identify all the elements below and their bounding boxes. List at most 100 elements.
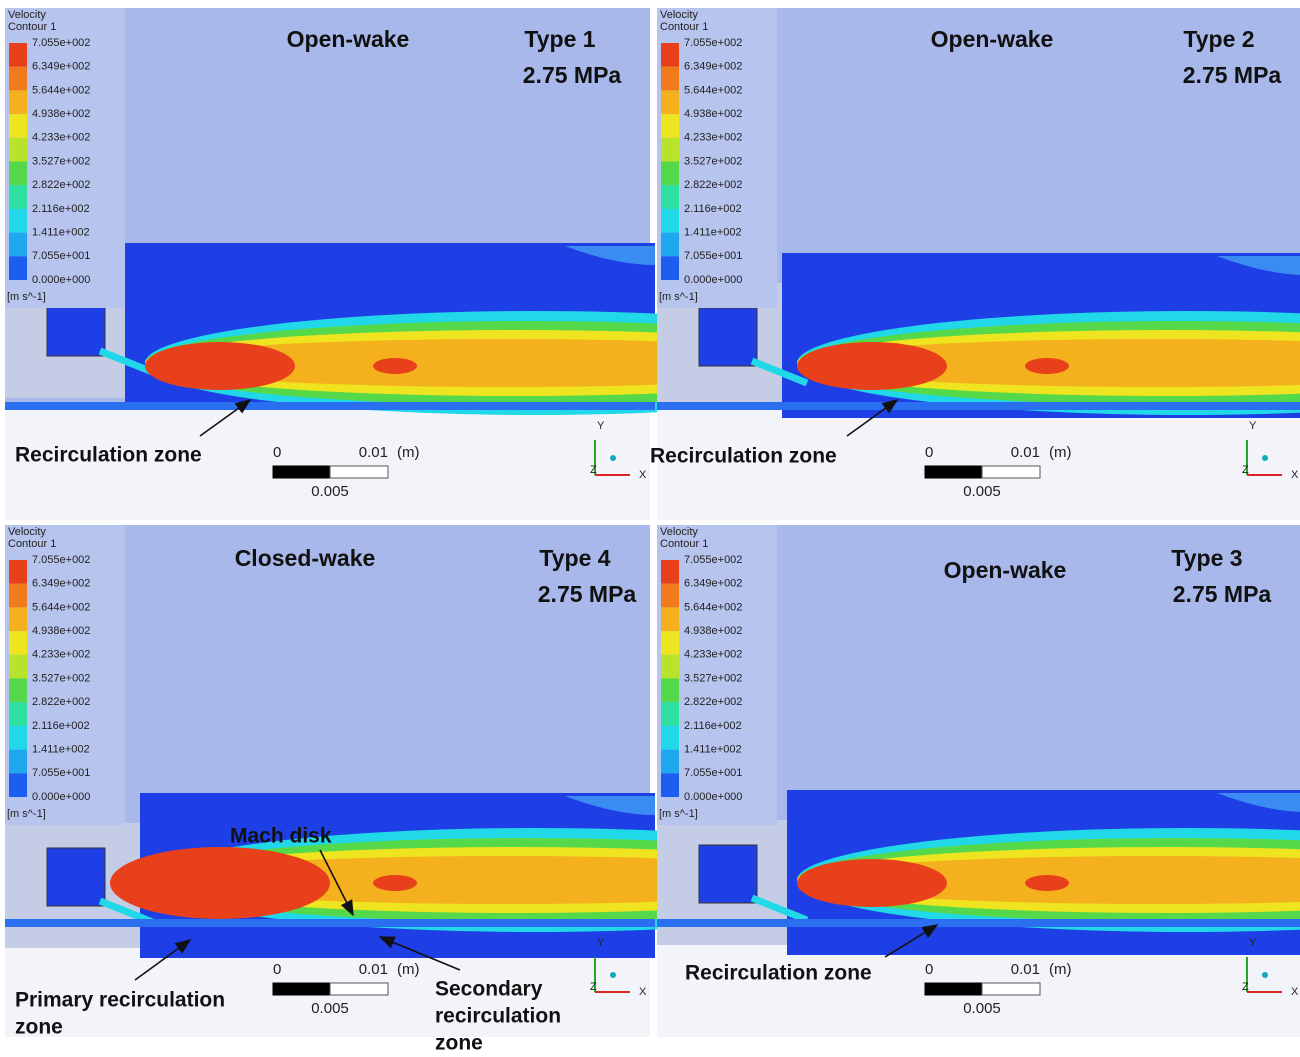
legend-swatch bbox=[9, 726, 27, 750]
legend-swatch bbox=[661, 679, 679, 703]
legend-level: 3.527e+002 bbox=[684, 672, 742, 684]
wake-label: Open-wake bbox=[944, 557, 1067, 583]
legend-swatch bbox=[9, 209, 27, 233]
figure: VelocityContour 17.055e+0026.349e+0025.6… bbox=[0, 0, 1300, 1057]
contour-core bbox=[145, 342, 295, 390]
scale-start: 0 bbox=[273, 444, 281, 461]
legend-swatch bbox=[9, 750, 27, 774]
legend-level: 7.055e+001 bbox=[684, 250, 742, 262]
legend-swatch bbox=[661, 773, 679, 797]
contour-core bbox=[797, 342, 947, 390]
axis-y-label: Y bbox=[597, 937, 605, 949]
legend-swatch bbox=[9, 679, 27, 703]
type-label: Type 1 bbox=[524, 26, 595, 52]
legend-level: 2.116e+002 bbox=[684, 203, 742, 215]
bottom-wall bbox=[5, 919, 655, 927]
contour-core bbox=[373, 358, 417, 374]
legend-swatch bbox=[661, 114, 679, 138]
axis-x-label: X bbox=[1291, 986, 1299, 998]
legend-subtitle: Contour 1 bbox=[660, 21, 708, 33]
legend-swatch bbox=[9, 138, 27, 162]
legend-level: 1.411e+002 bbox=[32, 227, 90, 239]
legend-level: 7.055e+001 bbox=[32, 250, 90, 262]
legend-level: 3.527e+002 bbox=[684, 155, 742, 167]
legend-swatch bbox=[661, 560, 679, 584]
type-label: Type 2 bbox=[1183, 26, 1254, 52]
axis-z-label: Z bbox=[1242, 981, 1249, 993]
legend-title: Velocity bbox=[8, 526, 46, 538]
legend-swatch bbox=[9, 702, 27, 726]
legend-level: 7.055e+001 bbox=[32, 767, 90, 779]
scale-unit: (m) bbox=[1049, 961, 1072, 978]
legend-level: 6.349e+002 bbox=[684, 61, 742, 73]
axis-y-label: Y bbox=[1249, 937, 1257, 949]
legend-swatch bbox=[661, 67, 679, 91]
contour-core bbox=[797, 859, 947, 907]
legend-unit: [m s^-1] bbox=[659, 291, 698, 303]
scale-end: 0.01 bbox=[359, 961, 388, 978]
scale-end: 0.01 bbox=[1011, 961, 1040, 978]
axis-z-label: Z bbox=[590, 981, 597, 993]
legend-subtitle: Contour 1 bbox=[8, 538, 56, 550]
legend-unit: [m s^-1] bbox=[7, 808, 46, 820]
legend-swatch bbox=[661, 138, 679, 162]
scale-bar-dark bbox=[273, 466, 330, 478]
inlet-block bbox=[47, 848, 105, 906]
axis-z-label: Z bbox=[1242, 464, 1249, 476]
legend-swatch bbox=[661, 162, 679, 186]
legend-swatch bbox=[661, 607, 679, 631]
scale-end: 0.01 bbox=[1011, 444, 1040, 461]
legend-level: 2.116e+002 bbox=[32, 720, 90, 732]
legend-swatch bbox=[661, 631, 679, 655]
legend-level: 7.055e+002 bbox=[684, 37, 742, 49]
wake-label: Open-wake bbox=[931, 26, 1054, 52]
legend-level: 4.233e+002 bbox=[32, 649, 90, 661]
legend-level: 2.822e+002 bbox=[32, 179, 90, 191]
legend-title: Velocity bbox=[660, 526, 698, 538]
axis-z bbox=[1262, 972, 1268, 978]
legend-level: 5.644e+002 bbox=[684, 601, 742, 613]
legend-swatch bbox=[9, 773, 27, 797]
legend-swatch bbox=[661, 655, 679, 679]
annotation: Secondary bbox=[435, 978, 543, 1001]
legend-level: 3.527e+002 bbox=[32, 672, 90, 684]
legend-level: 6.349e+002 bbox=[32, 61, 90, 73]
legend-swatch bbox=[661, 233, 679, 257]
scale-bar-light bbox=[982, 466, 1040, 478]
legend-level: 2.822e+002 bbox=[32, 696, 90, 708]
axis-x-label: X bbox=[639, 469, 647, 481]
scale-mid: 0.005 bbox=[311, 1000, 349, 1017]
wake-label: Closed-wake bbox=[235, 545, 376, 571]
legend-title: Velocity bbox=[8, 9, 46, 21]
legend-level: 6.349e+002 bbox=[32, 578, 90, 590]
legend-subtitle: Contour 1 bbox=[8, 21, 56, 33]
legend-swatch bbox=[9, 256, 27, 280]
legend-level: 7.055e+002 bbox=[684, 554, 742, 566]
legend-swatch bbox=[661, 750, 679, 774]
scale-mid: 0.005 bbox=[963, 1000, 1001, 1017]
legend-level: 6.349e+002 bbox=[684, 578, 742, 590]
legend-level: 7.055e+002 bbox=[32, 37, 90, 49]
legend-level: 1.411e+002 bbox=[684, 227, 742, 239]
scale-unit: (m) bbox=[397, 961, 420, 978]
wake-label: Open-wake bbox=[287, 26, 410, 52]
legend-swatch bbox=[9, 67, 27, 91]
pressure-label: 2.75 MPa bbox=[1183, 62, 1282, 88]
legend-swatch bbox=[9, 631, 27, 655]
legend-level: 0.000e+000 bbox=[684, 791, 742, 803]
legend-level: 2.116e+002 bbox=[32, 203, 90, 215]
legend-swatch bbox=[9, 162, 27, 186]
scale-start: 0 bbox=[925, 444, 933, 461]
legend-swatch bbox=[9, 185, 27, 209]
legend-swatch bbox=[9, 114, 27, 138]
legend-swatch bbox=[9, 655, 27, 679]
scale-end: 0.01 bbox=[359, 444, 388, 461]
annotation: recirculation bbox=[435, 1005, 561, 1028]
legend-subtitle: Contour 1 bbox=[660, 538, 708, 550]
type-label: Type 4 bbox=[539, 545, 610, 571]
scale-bar-light bbox=[330, 983, 388, 995]
legend-swatch bbox=[9, 43, 27, 67]
scale-bar-light bbox=[982, 983, 1040, 995]
contour-core bbox=[1025, 358, 1069, 374]
